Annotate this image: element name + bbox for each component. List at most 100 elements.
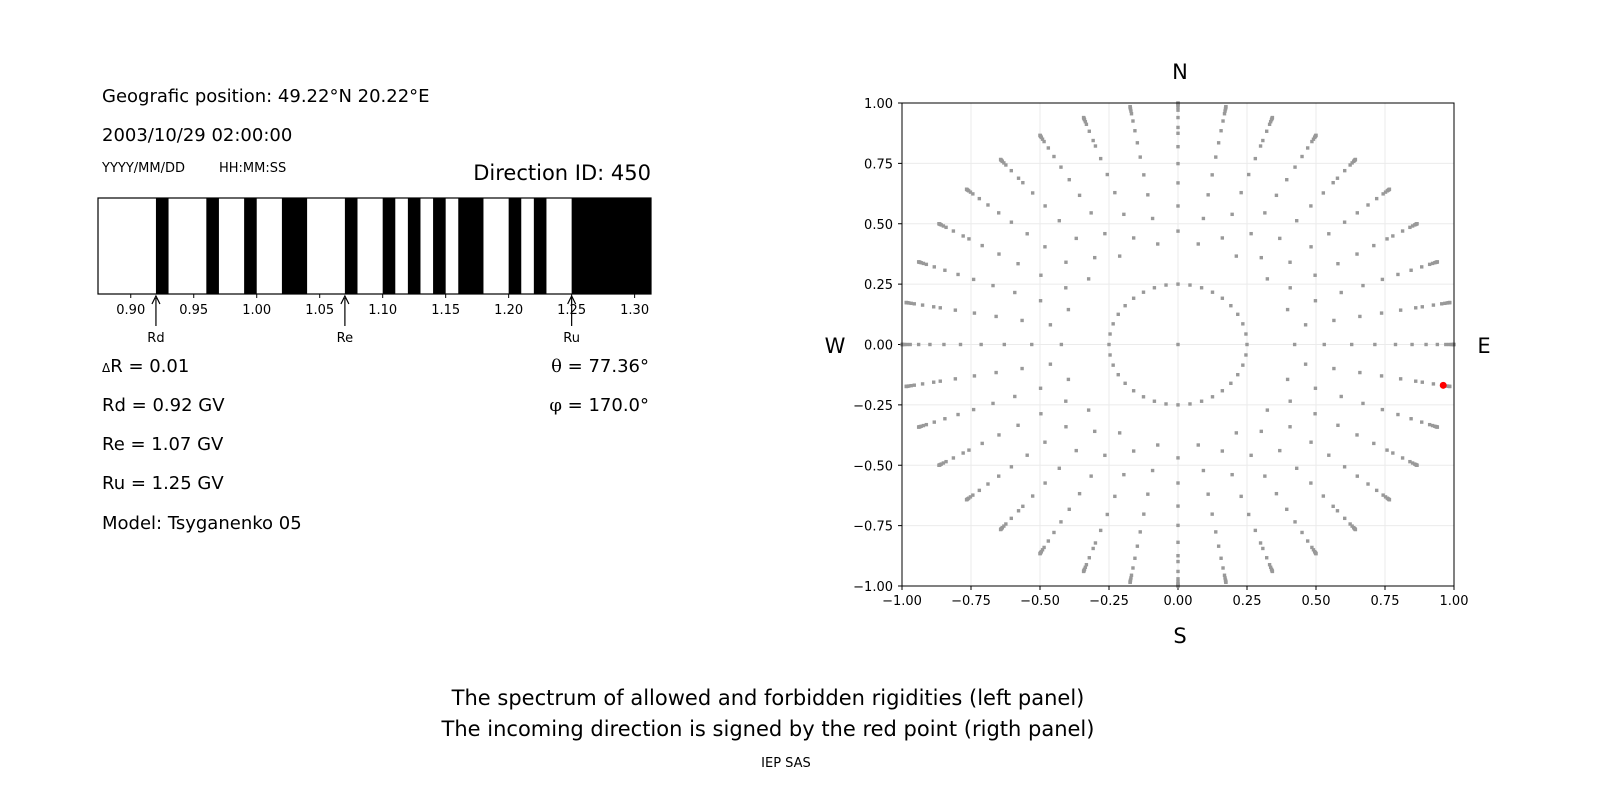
- scatter-point: [1400, 456, 1405, 460]
- scatter-point: [1201, 216, 1206, 221]
- forbidden-band: [407, 198, 421, 294]
- scatter-point: [1331, 504, 1335, 509]
- scatter-point: [986, 482, 990, 486]
- scatter-point: [1081, 115, 1086, 120]
- scatter-point: [920, 382, 925, 386]
- y-tick-label: 0.75: [864, 157, 893, 172]
- scatter-point: [979, 342, 983, 347]
- scatter-point: [1414, 379, 1418, 383]
- scatter-point: [1048, 323, 1053, 327]
- scatter-point: [1042, 139, 1046, 144]
- scatter-point: [1379, 374, 1384, 378]
- forbidden-band: [281, 198, 308, 294]
- scatter-point: [1210, 173, 1214, 177]
- scatter-point: [1234, 431, 1239, 435]
- scatter-point: [1039, 412, 1043, 416]
- arrow-head-icon: [151, 294, 161, 305]
- scatter-point: [1267, 562, 1272, 567]
- scatter-point: [971, 277, 976, 282]
- barcode-frame: [97, 197, 652, 295]
- scatter-point: [1009, 465, 1014, 469]
- scatter-point: [1117, 431, 1122, 435]
- delta-r-value: R = 0.01: [110, 356, 190, 377]
- scatter-point: [1259, 255, 1263, 260]
- scatter-point: [1220, 389, 1225, 393]
- scatter-point: [1265, 277, 1270, 281]
- scatter-point: [1372, 243, 1376, 248]
- forbidden-band: [382, 198, 396, 294]
- scatter-point: [1239, 494, 1243, 499]
- scatter-point: [1448, 384, 1452, 389]
- scatter-point: [1105, 512, 1110, 517]
- scatter-point: [996, 211, 1001, 215]
- scatter-point: [997, 433, 1001, 437]
- scatter-point: [1374, 196, 1379, 201]
- scatter-point: [921, 261, 926, 266]
- scatter-point: [1176, 204, 1180, 208]
- scatter-point: [1288, 260, 1292, 264]
- x-tick-label: 1.30: [620, 303, 649, 318]
- scatter-point: [1336, 262, 1340, 266]
- scatter-point: [1270, 115, 1275, 120]
- scatter-point: [1288, 286, 1292, 290]
- scatter-point: [1150, 216, 1155, 221]
- scatter-point: [1176, 105, 1180, 110]
- scatter-point: [1311, 548, 1316, 552]
- scatter-point: [1420, 265, 1424, 269]
- re-value: Re = 1.07 GV: [102, 434, 224, 455]
- scatter-point: [1321, 191, 1326, 195]
- scatter-point: [996, 474, 1001, 478]
- scatter-point: [1176, 282, 1180, 286]
- scatter-point: [1043, 440, 1047, 444]
- scatter-point: [1105, 172, 1110, 177]
- scatter-point: [1133, 129, 1137, 133]
- scatter-point: [1361, 283, 1365, 288]
- scatter-point: [1253, 156, 1258, 161]
- scatter-point: [1398, 308, 1403, 312]
- scatter-point: [1355, 433, 1359, 437]
- scatter-point: [964, 498, 969, 502]
- scatter-point: [1293, 165, 1297, 169]
- scatter-point: [1268, 565, 1273, 569]
- date-format: YYYY/MM/DD: [102, 161, 185, 176]
- scatter-point: [1420, 420, 1424, 424]
- scatter-point: [1216, 544, 1221, 548]
- scatter-point: [1221, 566, 1225, 570]
- scatter-point: [1244, 332, 1248, 336]
- x-tick-label: 1.05: [305, 303, 334, 318]
- scatter-point: [1245, 342, 1249, 347]
- scatter-point: [943, 268, 947, 272]
- scatter-point: [1142, 512, 1146, 516]
- scatter-point: [1038, 551, 1042, 556]
- scatter-point: [1355, 474, 1360, 478]
- scatter-point: [1374, 488, 1379, 493]
- scatter-point: [1372, 441, 1376, 446]
- scatter-point: [1131, 566, 1135, 570]
- y-tick-label: 0.00: [864, 339, 893, 354]
- scatter-point: [1103, 453, 1107, 458]
- scatter-point: [1415, 222, 1419, 226]
- scatter-point: [1427, 262, 1432, 267]
- scatter-point: [1176, 342, 1180, 347]
- scatter-point: [1435, 260, 1440, 264]
- scatter-point: [1393, 342, 1398, 347]
- x-tick-label: 0.90: [116, 303, 145, 318]
- scatter-point: [1387, 187, 1392, 191]
- scatter-point: [980, 441, 984, 446]
- scatter-point: [1074, 236, 1078, 241]
- scatter-point: [1021, 180, 1025, 185]
- scatter-point: [1322, 342, 1326, 347]
- scatter-point: [1431, 382, 1436, 386]
- scatter-point: [1229, 381, 1233, 386]
- scatter-point: [1249, 231, 1253, 236]
- scatter-point: [1285, 177, 1289, 182]
- scatter-point: [1064, 286, 1068, 290]
- scatter-point: [1230, 212, 1234, 217]
- scatter-point: [977, 196, 982, 201]
- scatter-point: [1093, 429, 1097, 434]
- scatter-point: [1396, 272, 1400, 277]
- scatter-point: [1358, 314, 1362, 319]
- scatter-point: [942, 342, 946, 347]
- scatter-point: [1176, 523, 1180, 528]
- scatter-point: [944, 225, 948, 230]
